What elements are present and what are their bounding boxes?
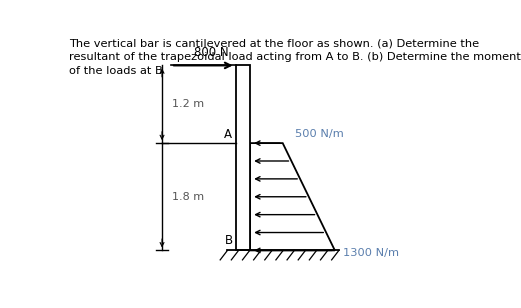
Bar: [235, 65, 250, 250]
Text: of the loads at B: of the loads at B: [69, 66, 163, 76]
Text: resultant of the trapezoidal load acting from A to B. (b) Determine the moment: resultant of the trapezoidal load acting…: [69, 52, 521, 62]
Text: B: B: [226, 234, 233, 247]
Text: A: A: [224, 128, 231, 141]
Text: 1300 N/m: 1300 N/m: [343, 248, 399, 258]
Text: 1.8 m: 1.8 m: [172, 192, 204, 202]
Text: The vertical bar is cantilevered at the floor as shown. (a) Determine the: The vertical bar is cantilevered at the …: [69, 38, 479, 48]
Text: 800 N: 800 N: [194, 47, 229, 59]
Text: 1.2 m: 1.2 m: [172, 99, 204, 109]
Text: 500 N/m: 500 N/m: [295, 129, 343, 139]
Polygon shape: [250, 143, 335, 250]
